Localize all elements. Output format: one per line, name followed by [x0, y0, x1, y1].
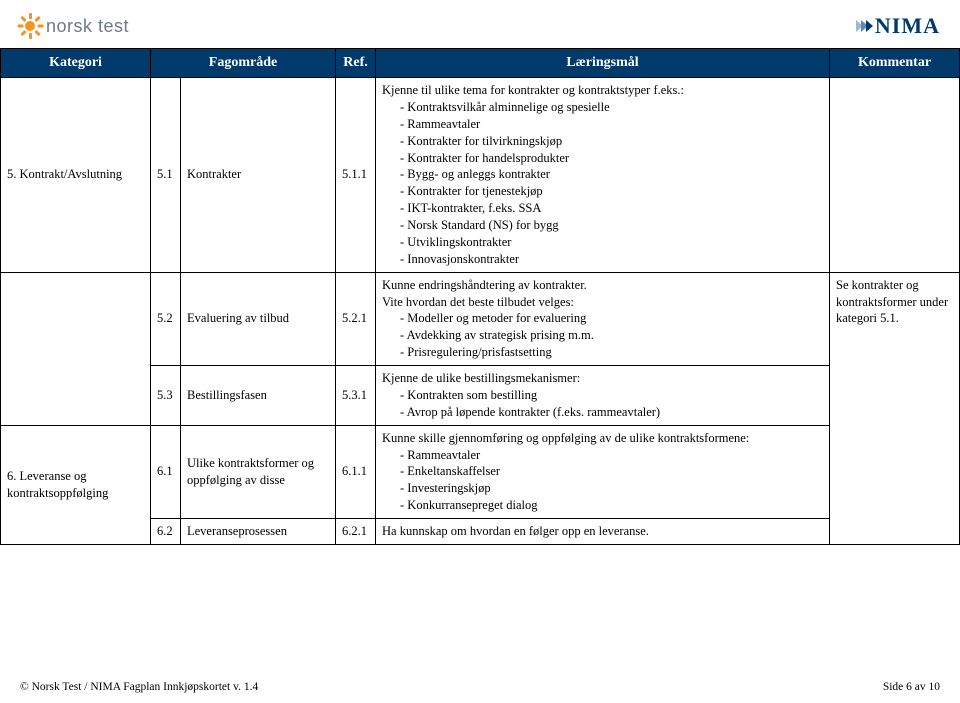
cell-fa-idx: 5.2: [151, 272, 181, 365]
laer-intro: Ha kunnskap om hvordan en følger opp en …: [382, 524, 649, 538]
list-item: Avdekking av strategisk prising m.m.: [412, 327, 823, 344]
cell-kommentar: [830, 78, 960, 273]
col-kategori: Kategori: [1, 49, 151, 78]
laer-intro: Vite hvordan det beste tilbudet velges:: [382, 295, 574, 309]
laer-intro: Kjenne de ulike bestillingsmekanismer:: [382, 371, 580, 385]
list-item: Innovasjonskontrakter: [412, 251, 823, 268]
col-laeringsmal: Læringsmål: [376, 49, 830, 78]
cell-fa-idx: 6.1: [151, 425, 181, 518]
laer-list: Kontrakten som bestilling Avrop på løpen…: [400, 387, 823, 421]
cell-ref: 5.1.1: [336, 78, 376, 273]
col-fagomrade: Fagområde: [151, 49, 336, 78]
cell-kategori: [1, 272, 151, 425]
list-item: Rammeavtaler: [412, 116, 823, 133]
footer-left: © Norsk Test / NIMA Fagplan Innkjøpskort…: [20, 681, 258, 693]
page-header: norsk test NIMA: [0, 0, 960, 48]
logo-left-text: norsk test: [46, 16, 129, 37]
cell-fa-idx: 5.3: [151, 366, 181, 426]
cell-laeringsmal: Ha kunnskap om hvordan en følger opp en …: [376, 519, 830, 545]
cell-fagomrade: Leveranseprosessen: [181, 519, 336, 545]
list-item: Kontrakter for handelsprodukter: [412, 150, 823, 167]
list-item: Prisregulering/prisfastsetting: [412, 344, 823, 361]
laer-intro: Kjenne til ulike tema for kontrakter og …: [382, 83, 684, 97]
list-item: Rammeavtaler: [412, 447, 823, 464]
table-row: 5. Kontrakt/Avslutning 5.1 Kontrakter 5.…: [1, 78, 960, 273]
list-item: Kontrakter for tilvirkningskjøp: [412, 133, 823, 150]
logo-norsk-test: norsk test: [20, 16, 129, 37]
list-item: Konkurransepreget dialog: [412, 497, 823, 514]
sun-icon: [20, 16, 40, 36]
page-footer: © Norsk Test / NIMA Fagplan Innkjøpskort…: [20, 681, 940, 693]
cell-laeringsmal: Kjenne til ulike tema for kontrakter og …: [376, 78, 830, 273]
cell-ref: 5.2.1: [336, 272, 376, 365]
cell-kategori: 6. Leveranse og kontraktsoppfølging: [1, 425, 151, 544]
laer-list: Rammeavtaler Enkeltanskaffelser Invester…: [400, 447, 823, 515]
curriculum-table: Kategori Fagområde Ref. Læringsmål Komme…: [0, 48, 960, 545]
cell-ref: 5.3.1: [336, 366, 376, 426]
cell-fa-idx: 6.2: [151, 519, 181, 545]
list-item: Kontrakter for tjenestekjøp: [412, 183, 823, 200]
list-item: Modeller og metoder for evaluering: [412, 310, 823, 327]
list-item: Bygg- og anleggs kontrakter: [412, 166, 823, 183]
cell-fa-idx: 5.1: [151, 78, 181, 273]
col-ref: Ref.: [336, 49, 376, 78]
cell-laeringsmal: Kjenne de ulike bestillingsmekanismer: K…: [376, 366, 830, 426]
logo-nima: NIMA: [856, 13, 940, 39]
list-item: IKT-kontrakter, f.eks. SSA: [412, 200, 823, 217]
cell-laeringsmal: Kunne endringshåndtering av kontrakter. …: [376, 272, 830, 365]
cell-ref: 6.2.1: [336, 519, 376, 545]
list-item: Norsk Standard (NS) for bygg: [412, 217, 823, 234]
cell-fagomrade: Kontrakter: [181, 78, 336, 273]
table-row: 5.2 Evaluering av tilbud 5.2.1 Kunne end…: [1, 272, 960, 365]
table-row: 6. Leveranse og kontraktsoppfølging 6.1 …: [1, 425, 960, 518]
laer-pre: Kunne endringshåndtering av kontrakter.: [382, 277, 823, 294]
laer-intro: Kunne skille gjennomføring og oppfølging…: [382, 431, 749, 445]
logo-right-text: NIMA: [875, 13, 940, 39]
list-item: Kontrakten som bestilling: [412, 387, 823, 404]
laer-list: Kontraktsvilkår alminnelige og spesielle…: [400, 99, 823, 268]
cell-kategori: 5. Kontrakt/Avslutning: [1, 78, 151, 273]
list-item: Utviklingskontrakter: [412, 234, 823, 251]
cell-fagomrade: Bestillingsfasen: [181, 366, 336, 426]
list-item: Kontraktsvilkår alminnelige og spesielle: [412, 99, 823, 116]
table-body: 5. Kontrakt/Avslutning 5.1 Kontrakter 5.…: [1, 78, 960, 545]
col-kommentar: Kommentar: [830, 49, 960, 78]
cell-ref: 6.1.1: [336, 425, 376, 518]
list-item: Avrop på løpende kontrakter (f.eks. ramm…: [412, 404, 823, 421]
laer-list: Modeller og metoder for evaluering Avdek…: [400, 310, 823, 361]
list-item: Enkeltanskaffelser: [412, 463, 823, 480]
footer-right: Side 6 av 10: [883, 681, 940, 693]
chevron-icon: [856, 20, 871, 32]
table-header-row: Kategori Fagområde Ref. Læringsmål Komme…: [1, 49, 960, 78]
cell-laeringsmal: Kunne skille gjennomføring og oppfølging…: [376, 425, 830, 518]
cell-fagomrade: Evaluering av tilbud: [181, 272, 336, 365]
list-item: Investeringskjøp: [412, 480, 823, 497]
cell-kommentar: Se kontrakter og kontraktsformer under k…: [830, 272, 960, 544]
cell-fagomrade: Ulike kontraktsformer og oppfølging av d…: [181, 425, 336, 518]
